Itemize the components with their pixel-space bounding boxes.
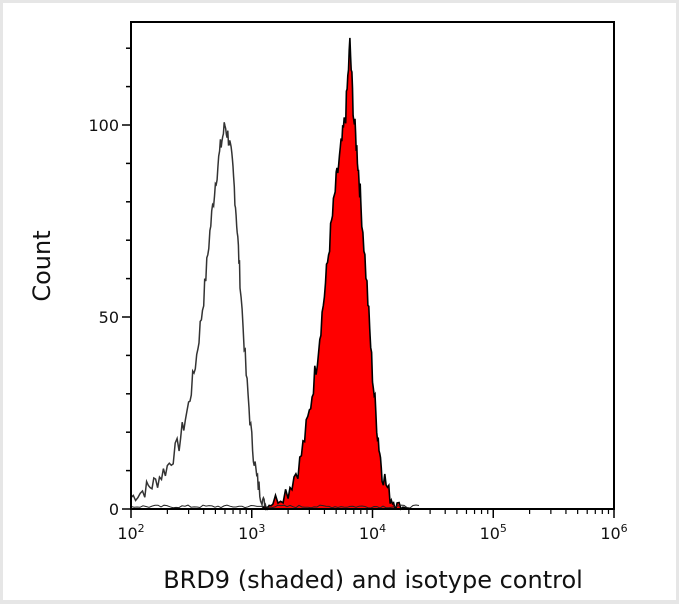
x-tick-label: 102	[117, 522, 144, 543]
series-layer	[130, 37, 420, 511]
x-tick-label: 106	[600, 522, 627, 543]
y-axis-title: Count	[28, 230, 56, 301]
y-tick-label: 0	[109, 500, 119, 519]
axes-layer: 0 50 100 102 103 104 105 106	[88, 47, 628, 543]
x-tick-label: 104	[359, 522, 386, 543]
x-tick-label: 103	[238, 522, 265, 543]
y-tick-label: 100	[88, 116, 119, 135]
brd9-histogram-fill	[261, 37, 409, 510]
x-axis-title: BRD9 (shaded) and isotype control	[163, 566, 583, 594]
isotype-histogram-outline	[130, 122, 270, 511]
brd9-histogram-outline	[260, 37, 410, 511]
y-tick-label: 50	[99, 308, 119, 327]
baseline-noise	[130, 504, 420, 509]
x-tick-label: 105	[480, 522, 507, 543]
